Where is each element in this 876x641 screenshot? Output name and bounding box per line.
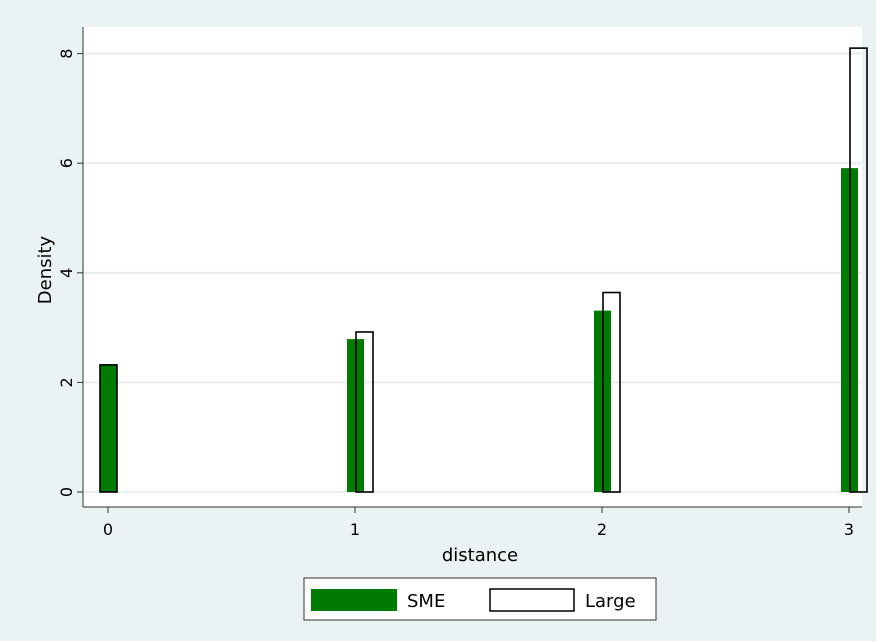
y-tick-label: 2 (57, 377, 76, 387)
bar-large (849, 47, 868, 493)
grid-lines (84, 52, 862, 493)
x-ticks: 0 1 2 3 (103, 507, 854, 539)
bar-large (602, 291, 621, 493)
y-tick-label: 8 (57, 49, 76, 59)
bars (99, 47, 868, 493)
y-axis-title: Density (35, 235, 56, 304)
legend-swatch-sme (311, 589, 397, 611)
x-tick-label: 0 (103, 520, 113, 539)
legend-swatch-large (489, 588, 575, 612)
y-tick-label: 4 (57, 268, 76, 278)
legend: SME Large (303, 577, 657, 621)
plot-area (83, 27, 862, 507)
bar-large (99, 364, 118, 493)
bar-large (355, 331, 374, 493)
y-tick-label: 6 (57, 158, 76, 168)
x-tick-label: 2 (597, 520, 607, 539)
x-axis-title: distance (442, 545, 518, 566)
x-tick-label: 1 (350, 520, 360, 539)
x-tick-label: 3 (844, 520, 854, 539)
bar-sme (100, 364, 117, 492)
y-tick-label: 0 (57, 487, 76, 497)
legend-label-large: Large (585, 591, 636, 612)
y-ticks: 0 2 4 6 8 (57, 49, 83, 497)
legend-label-sme: SME (407, 591, 445, 612)
